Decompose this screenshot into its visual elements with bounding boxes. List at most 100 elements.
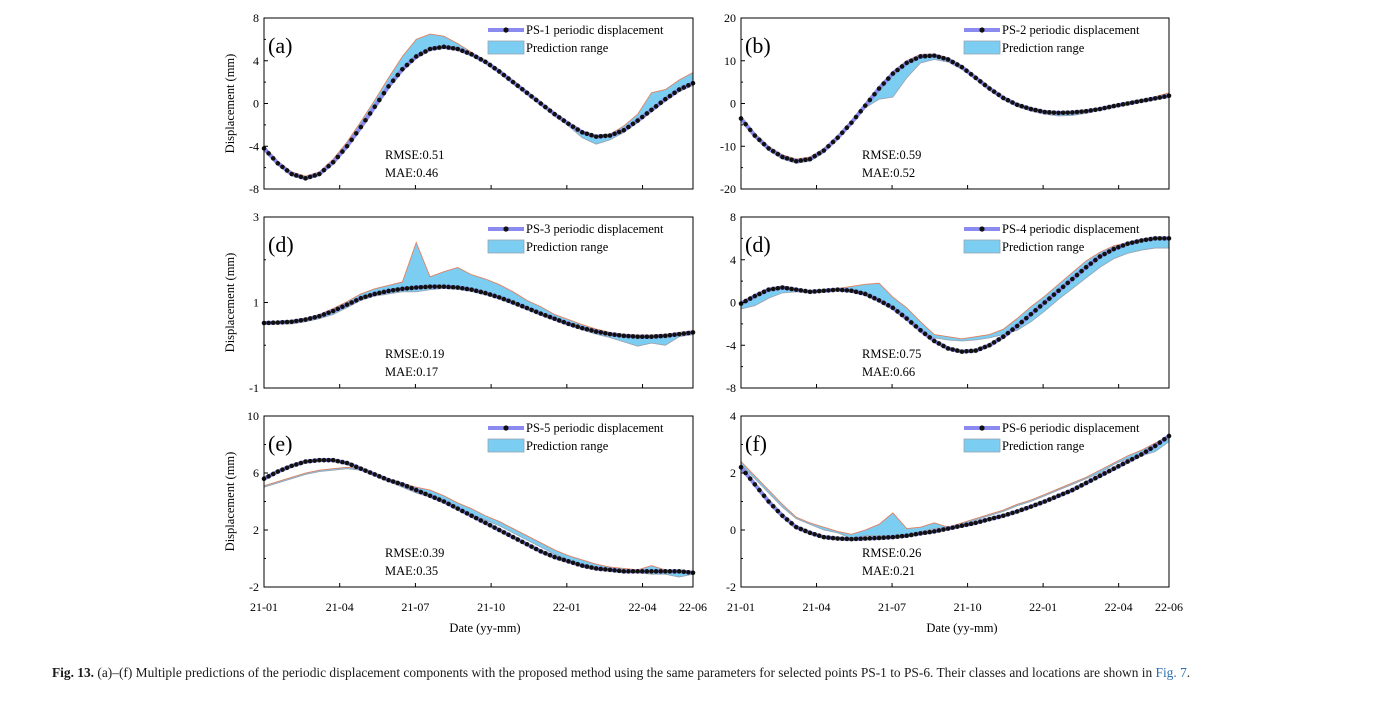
series-marker [955, 348, 960, 353]
series-marker [321, 167, 327, 173]
legend-series-label: PS-1 periodic displacement [526, 23, 664, 37]
series-marker [1097, 473, 1103, 479]
series-marker [543, 104, 548, 110]
series-marker [890, 534, 896, 540]
series-marker [1056, 110, 1061, 116]
prediction-upper-edge [263, 466, 694, 572]
series-marker [918, 54, 923, 59]
series-marker [390, 287, 396, 293]
series-marker [644, 111, 650, 116]
series-marker [830, 139, 836, 145]
series-marker [1019, 507, 1025, 513]
series-marker [895, 309, 900, 314]
series-marker [968, 71, 974, 77]
series-marker [686, 330, 691, 336]
series-marker [547, 314, 553, 320]
legend-series-marker [979, 27, 985, 33]
series-marker [616, 332, 622, 338]
series-marker [409, 485, 414, 491]
series-marker [413, 487, 419, 493]
series-marker [908, 532, 914, 538]
series-marker [538, 549, 544, 554]
y-tick-label: -1 [249, 381, 259, 395]
series-marker [676, 87, 682, 92]
series-marker [1051, 495, 1057, 501]
series-marker [612, 131, 617, 137]
series-marker [612, 568, 617, 573]
series-marker [895, 534, 900, 539]
series-marker [1047, 110, 1052, 115]
series-marker [450, 503, 456, 509]
series-marker [1157, 95, 1163, 100]
series-line [739, 434, 1171, 542]
series-marker [1019, 103, 1025, 109]
series-marker [775, 285, 781, 291]
y-tick-label: 10 [247, 409, 259, 423]
series-marker [469, 52, 474, 57]
series-marker [881, 535, 886, 540]
series-marker [473, 54, 479, 60]
caption-figure-link[interactable]: Fig. 7 [1155, 665, 1187, 680]
series-marker [644, 569, 650, 574]
series-marker [1042, 109, 1048, 115]
series-marker [872, 535, 877, 541]
series-marker [876, 298, 882, 303]
series-marker [821, 288, 827, 294]
series-marker [922, 331, 928, 337]
series-marker [284, 465, 290, 471]
series-marker [266, 151, 271, 156]
series-marker [927, 529, 932, 535]
series-marker [344, 302, 350, 307]
series-marker [556, 318, 562, 323]
series-marker [289, 463, 294, 469]
series-marker [1116, 244, 1121, 250]
series-marker [293, 318, 299, 324]
series-marker [803, 528, 808, 534]
series-marker [630, 334, 636, 339]
series-marker [524, 90, 530, 96]
series-marker [789, 157, 794, 163]
series-marker [1116, 102, 1121, 108]
series-marker [275, 161, 281, 166]
series-marker [959, 64, 965, 70]
series-marker [607, 331, 613, 337]
legend-band-swatch [487, 40, 525, 55]
series-marker [1143, 449, 1149, 454]
series-marker [280, 467, 285, 472]
series-marker [377, 474, 382, 479]
series-marker [1111, 246, 1117, 252]
x-tick-label: 22-01 [1029, 600, 1057, 614]
series-marker [844, 536, 850, 542]
series-marker [1070, 487, 1075, 493]
series-marker [593, 329, 599, 334]
series-marker [450, 284, 456, 290]
series-marker [335, 458, 341, 464]
series-marker [672, 90, 677, 96]
series-marker [298, 318, 304, 323]
series-marker [423, 49, 428, 54]
series-marker [803, 288, 808, 294]
series-marker [561, 118, 567, 123]
figure: -8 -4 0 4 8 Displacement (mm) (a) PS-1 periodic… [223, 11, 1183, 635]
chart-panel-5: -2 2 6 10 21-01 21-04 21-07 21-10 22-01 22-04 22-0… [223, 409, 707, 614]
series-marker [853, 289, 859, 295]
series-marker [908, 58, 914, 64]
series-marker [515, 537, 521, 542]
series-marker [872, 295, 877, 301]
series-marker [968, 521, 974, 527]
series-marker [950, 59, 955, 65]
series-marker [496, 295, 502, 300]
series-marker [1010, 510, 1015, 516]
series-marker [321, 312, 327, 317]
rmse-label: RMSE:0.39 [385, 546, 444, 560]
series-marker [826, 535, 831, 540]
series-marker [1079, 483, 1084, 488]
series-marker [598, 133, 604, 139]
legend-band-label: Prediction range [1002, 240, 1085, 254]
series-marker [982, 82, 988, 88]
series-marker [1001, 334, 1006, 340]
series-marker [510, 534, 516, 540]
series-marker [653, 334, 659, 339]
series-marker [423, 491, 428, 497]
series-marker [330, 308, 336, 314]
